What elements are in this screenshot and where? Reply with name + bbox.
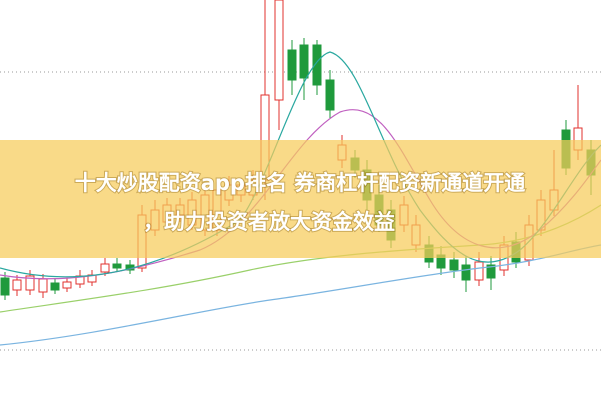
moving-average xyxy=(0,244,601,346)
candle-body xyxy=(449,259,459,271)
banner-title-line: ，助力投资者放大资金效益 xyxy=(143,210,395,234)
candle-body xyxy=(12,279,22,291)
candle-body xyxy=(461,264,471,281)
banner-title-line: 十大炒股配资app排名 券商杠杆配资新通道开通 xyxy=(75,171,526,195)
candle-body xyxy=(0,277,10,296)
candle-body xyxy=(62,281,72,289)
candle-body xyxy=(100,263,110,273)
candle-body xyxy=(474,261,484,281)
candle-body xyxy=(25,275,35,291)
candle-body xyxy=(312,44,322,86)
candle-body xyxy=(299,44,309,79)
candle-body xyxy=(274,0,284,101)
candle-body xyxy=(287,49,297,81)
candle-body xyxy=(50,282,60,291)
candle-body xyxy=(325,79,335,111)
banner xyxy=(0,140,601,258)
candle-body xyxy=(112,263,122,269)
candle-body xyxy=(38,278,48,293)
candle-body xyxy=(486,264,496,279)
